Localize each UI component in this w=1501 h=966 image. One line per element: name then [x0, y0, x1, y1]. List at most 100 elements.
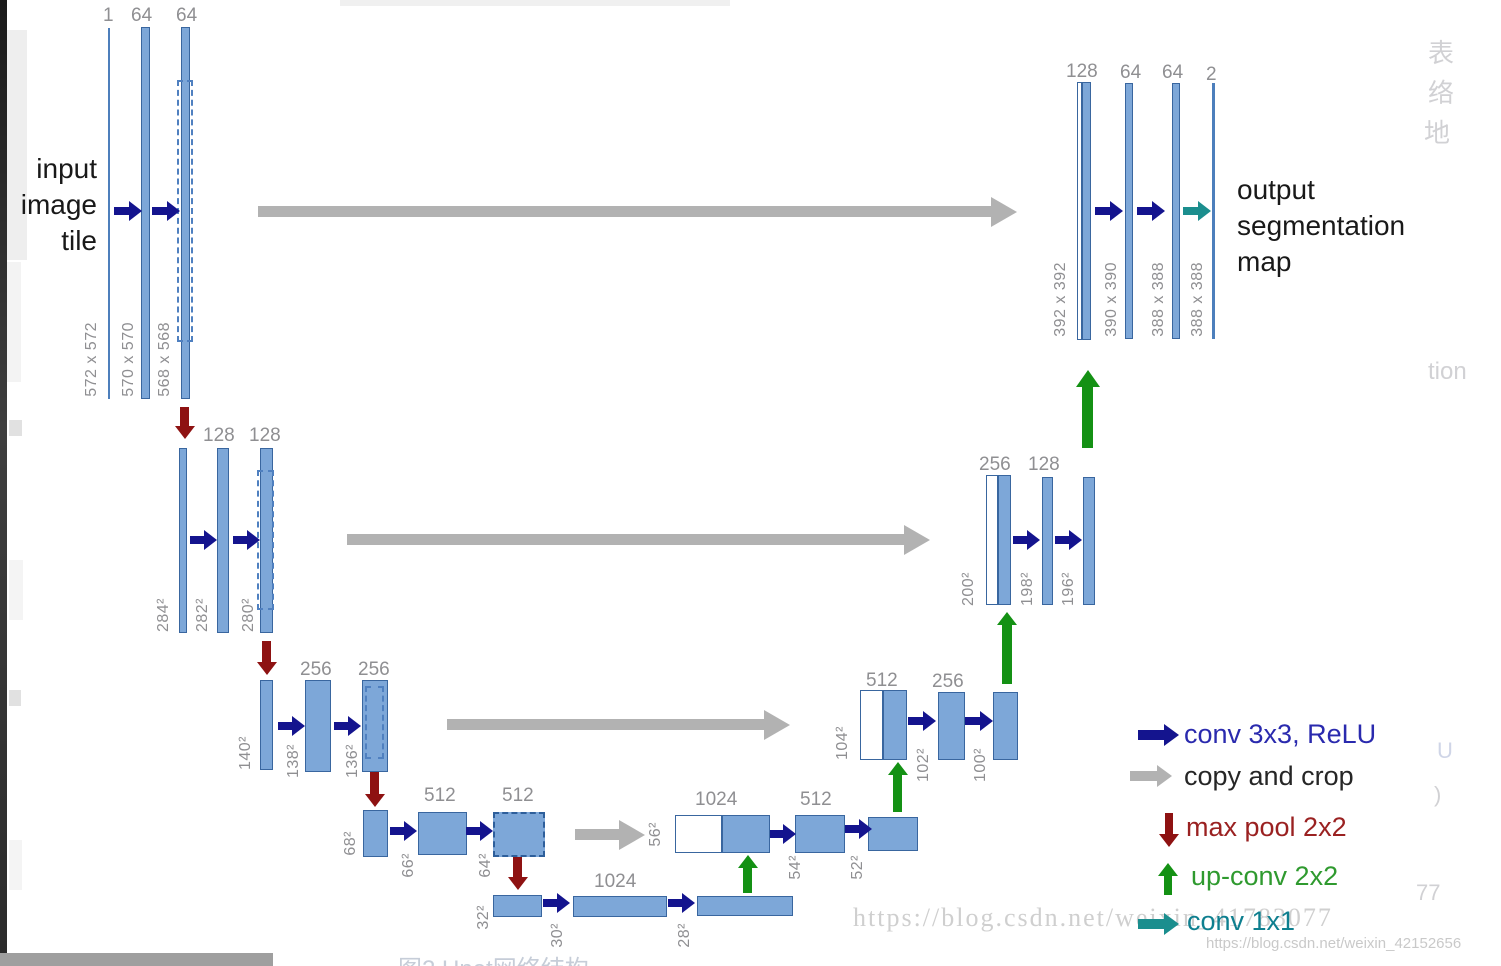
dec-r3-size-label: 102²: [915, 747, 932, 782]
dec-r2-size-label: 198²: [1019, 571, 1036, 606]
dec-r1-channels-label: 64: [1162, 62, 1184, 83]
input-label-line: tile: [61, 225, 97, 256]
conv-arrow: [1013, 536, 1027, 544]
copy-crop-arrow: [575, 829, 619, 840]
copy-crop-arrow: [347, 534, 904, 545]
enc-r3-channels-label: 256: [358, 659, 390, 680]
dec-r1-upconv-white-bar: [1077, 82, 1082, 340]
enc-r3-feature-bar-1: [305, 680, 331, 772]
enc-r2-feature-bar-0: [179, 448, 187, 633]
conv-arrow: [152, 207, 167, 215]
dec-r1-size-label: 388 x 388: [1189, 262, 1206, 337]
left-edge-artifact: [7, 30, 27, 260]
dec-r4-size-label: 56²: [647, 822, 664, 847]
enc-r4-channels-label: 512: [424, 785, 456, 806]
watermark-fragment: U: [1437, 738, 1453, 763]
bottleneck-bar-0: [493, 895, 542, 917]
output-segmentation-map-label: output segmentation map: [1237, 172, 1405, 280]
bottleneck-channels-label: 1024: [594, 871, 637, 892]
input-label-line: input: [36, 153, 97, 184]
dec-r4-size-label: 54²: [787, 855, 804, 880]
bottleneck-size-label: 30²: [549, 923, 566, 948]
left-edge-artifact: [7, 262, 21, 382]
legend-copy-crop-label: copy and crop: [1184, 761, 1354, 791]
enc-r1-input-layer: [108, 28, 110, 399]
maxpool-arrow: [262, 641, 271, 662]
dec-r4-channels-label: 512: [800, 789, 832, 810]
legend-upconv-label: up-conv 2x2: [1191, 861, 1339, 891]
left-edge-strip: [0, 0, 7, 953]
conv1x1-arrow: [1183, 207, 1198, 215]
legend-maxpool-arrow: [1165, 813, 1173, 834]
conv-arrow: [334, 722, 348, 730]
enc-r2-channels-label: 128: [249, 425, 281, 446]
conv-arrow: [543, 899, 557, 907]
conv-arrow: [1137, 207, 1152, 215]
output-label-line: segmentation: [1237, 210, 1406, 241]
dec-r2-channels-label: 128: [1028, 454, 1060, 475]
conv-arrow: [233, 536, 247, 544]
left-edge-artifact: [9, 420, 22, 436]
output-label-line: map: [1237, 246, 1292, 277]
conv-arrow: [1095, 207, 1110, 215]
copy-crop-arrow: [258, 206, 991, 217]
upconv-arrow: [1002, 625, 1012, 684]
enc-r1-channels-label: 64: [131, 5, 153, 26]
dec-r3-channels-label: 512: [866, 670, 898, 691]
watermark-fragment: 77: [1416, 880, 1441, 905]
input-label-line: image: [20, 189, 97, 220]
legend-upconv-arrow: [1164, 876, 1172, 895]
legend-conv1x1-label: conv 1x1: [1187, 906, 1296, 936]
conv-arrow: [390, 827, 404, 835]
enc-r4-size-label: 64²: [477, 853, 494, 878]
upconv-arrow: [743, 868, 752, 893]
dec-r1-channels-label: 128: [1066, 61, 1098, 82]
dec-r2-upconv-white-bar: [986, 475, 998, 605]
conv-arrow: [668, 899, 682, 907]
bottleneck-size-label: 28²: [676, 923, 693, 948]
dec-r4-upconv-white-box: [675, 815, 722, 853]
watermark-fragment: 地: [1424, 118, 1451, 148]
watermark-small: https://blog.csdn.net/weixin_42152656: [1206, 935, 1462, 952]
watermark-fragment: ): [1434, 782, 1442, 807]
dec-r1-feature-bar-0: [1082, 82, 1091, 340]
enc-r2-channels-label: 128: [203, 425, 235, 446]
dec-r4-channels-label: 1024: [695, 789, 738, 810]
enc-r3-size-label: 136²: [344, 743, 361, 778]
enc-r4-crop-box: [493, 812, 545, 857]
input-image-tile-label: input image tile: [5, 151, 97, 259]
enc-r1-size-label: 568 x 568: [156, 322, 173, 397]
dec-r2-size-label: 200²: [960, 571, 977, 606]
dec-r1-size-label: 388 x 388: [1150, 262, 1167, 337]
bottleneck-size-label: 32²: [475, 905, 492, 930]
dec-r4-size-label: 52²: [849, 855, 866, 880]
enc-r3-size-label: 140²: [237, 735, 254, 770]
dec-r1-channels-label: 2: [1206, 64, 1217, 85]
enc-r4-size-label: 66²: [400, 853, 417, 878]
dec-r3-size-label: 104²: [834, 725, 851, 760]
upconv-arrow: [1082, 387, 1093, 448]
dec-r1-size-label: 390 x 390: [1103, 262, 1120, 337]
figure-caption: 图2 Unet网络结构: [398, 949, 589, 966]
bottleneck-bar-2: [697, 896, 793, 916]
left-edge-artifact: [9, 840, 22, 890]
enc-r3-crop-region: [365, 686, 384, 759]
copy-crop-arrow: [447, 719, 764, 730]
dec-r4-feature-box-0: [722, 815, 770, 853]
dec-r2-feature-bar-0: [998, 475, 1011, 605]
left-edge-artifact: [9, 690, 21, 706]
legend-maxpool-label: max pool 2x2: [1186, 812, 1347, 842]
dec-r2-channels-label: 256: [979, 454, 1011, 475]
enc-r2-size-label: 284²: [155, 597, 172, 632]
dec-r3-feature-box-1: [938, 692, 965, 760]
legend-conv1x1-arrow: [1138, 919, 1164, 929]
top-edge-artifact: [340, 0, 730, 6]
conv-arrow: [770, 830, 783, 838]
conv-arrow: [965, 717, 980, 725]
bottleneck-bar-1: [573, 896, 667, 917]
enc-r4-feature-bar-1: [418, 812, 467, 855]
enc-r1-feature-bar-1: [141, 27, 150, 399]
enc-r1-size-label: 570 x 570: [120, 322, 137, 397]
enc-r1-channels-label: 64: [176, 5, 198, 26]
